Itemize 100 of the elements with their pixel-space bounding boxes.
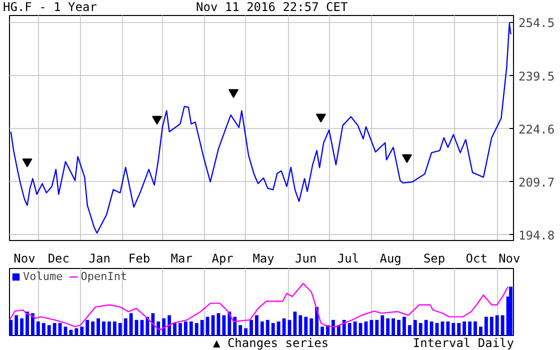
bar	[42, 323, 46, 336]
bar	[102, 321, 106, 336]
bar	[200, 320, 204, 336]
bar	[402, 316, 406, 336]
bar	[151, 313, 155, 336]
bar	[332, 320, 335, 336]
chart-subtitle: Nov 11 2016 22:57 CET	[196, 0, 348, 14]
bar	[495, 315, 499, 336]
bar	[146, 316, 150, 336]
bar	[206, 316, 210, 336]
point	[22, 158, 32, 168]
bar	[408, 325, 412, 336]
bar	[162, 318, 166, 336]
bar	[31, 313, 34, 336]
bar	[47, 325, 51, 336]
bar	[380, 315, 384, 336]
bar	[178, 323, 182, 336]
bar	[260, 321, 264, 336]
bar	[370, 320, 374, 336]
bar	[222, 315, 226, 336]
y-tick-label: 254.5	[518, 16, 555, 30]
bar	[108, 321, 111, 336]
x-tick-label: Apr	[212, 252, 234, 266]
bar	[228, 312, 232, 336]
bar	[26, 312, 29, 336]
text: ▲ Changes series	[213, 336, 329, 350]
chart-title: HG.F - 1 Year	[3, 0, 97, 14]
bar	[118, 323, 122, 336]
bar	[271, 323, 275, 336]
x-tick-label: Nov	[498, 252, 520, 266]
bar	[490, 316, 494, 336]
bar	[353, 321, 357, 336]
bar	[74, 328, 78, 336]
x-tick-label: Nov	[14, 252, 36, 266]
legend-label: Volume	[23, 270, 63, 283]
bar	[233, 316, 237, 336]
bar	[112, 321, 116, 336]
bar	[276, 321, 280, 336]
bar	[342, 320, 346, 336]
bar	[418, 323, 422, 336]
bar	[238, 325, 242, 336]
bar	[375, 320, 379, 336]
x-tick-label: May	[252, 252, 274, 266]
bar	[36, 321, 40, 336]
y-tick-label: 224.6	[518, 122, 555, 136]
y-tick-label: 194.8	[518, 228, 555, 242]
bar	[386, 318, 390, 336]
point	[316, 114, 326, 122]
bar	[424, 320, 428, 336]
bar	[91, 321, 95, 336]
bar	[484, 316, 488, 336]
bar	[255, 315, 258, 336]
x-tick-label: Jan	[88, 252, 110, 266]
bar	[500, 315, 504, 336]
bar	[244, 328, 248, 336]
bar	[20, 318, 24, 336]
x-tick-label: Mar	[170, 252, 192, 266]
x-tick-label: Feb	[128, 252, 150, 266]
y-tick-label: 209.7	[518, 175, 555, 190]
bar	[129, 313, 133, 336]
bar	[509, 286, 512, 336]
bar	[320, 326, 324, 336]
bar	[10, 320, 13, 336]
bar	[80, 326, 84, 336]
bar	[315, 306, 319, 336]
bar	[298, 315, 302, 336]
x-tick-label: Dec	[48, 252, 70, 266]
bar	[468, 321, 472, 336]
bar	[392, 318, 396, 336]
bar	[168, 315, 172, 336]
bar	[348, 323, 352, 336]
bar	[184, 321, 188, 336]
bar	[452, 323, 456, 336]
x-tick-label: Jul	[337, 252, 360, 266]
bar	[462, 321, 466, 336]
point	[402, 154, 412, 164]
bar	[52, 323, 56, 336]
bar	[124, 318, 128, 336]
bar	[304, 316, 308, 336]
bar	[397, 320, 400, 336]
legend-label: OpenInt	[80, 270, 128, 283]
bar	[446, 321, 450, 336]
x-tick-label: Oct	[466, 252, 488, 266]
y-tick-label: 239.5	[518, 69, 555, 84]
bar	[86, 320, 90, 336]
bar	[336, 325, 340, 336]
bar	[250, 320, 253, 336]
x-tick-label: Aug	[380, 252, 402, 266]
x-tick-label: Jun	[295, 252, 317, 266]
point	[228, 89, 238, 98]
bar	[479, 326, 482, 336]
x-tick-label: Sep	[423, 252, 446, 266]
bar	[310, 318, 314, 336]
bar	[413, 320, 417, 336]
text: Interval Daily	[412, 336, 514, 350]
bar	[266, 320, 270, 336]
bar	[14, 315, 18, 336]
bar	[96, 318, 100, 336]
bar	[457, 323, 461, 336]
bar	[173, 323, 176, 336]
